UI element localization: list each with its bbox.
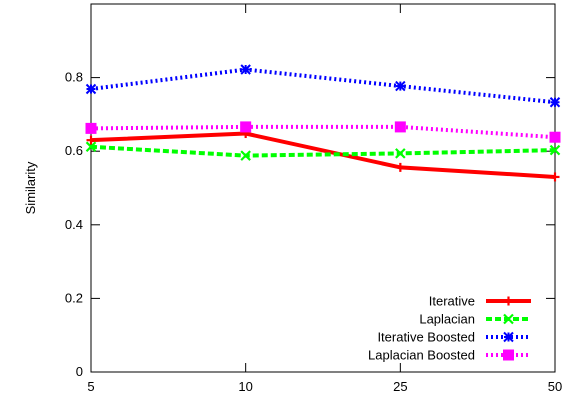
legend-marker xyxy=(503,313,514,325)
data-point xyxy=(549,144,561,156)
y-tick-label: 0.8 xyxy=(65,70,83,85)
legend-label: Laplacian xyxy=(419,312,475,327)
legend-label: Laplacian Boosted xyxy=(368,348,475,363)
data-point xyxy=(85,141,97,153)
series-iterative xyxy=(86,129,560,182)
y-tick-label: 0 xyxy=(76,364,83,379)
x-tick-label: 25 xyxy=(393,379,407,394)
data-point xyxy=(395,148,406,159)
series-iterative-boosted xyxy=(85,64,561,108)
y-axis-title: Similarity xyxy=(23,161,38,214)
legend-label: Iterative xyxy=(429,294,475,309)
y-tick-label: 0.4 xyxy=(65,217,83,232)
data-point xyxy=(85,83,97,95)
data-point xyxy=(549,97,561,108)
legend-entry: Laplacian xyxy=(419,312,531,327)
legend: Iterative Laplacian Iterative Boosted Lapla… xyxy=(368,294,531,363)
data-point xyxy=(395,80,406,92)
legend-entry: Laplacian Boosted xyxy=(368,348,531,363)
series-laplacian xyxy=(85,141,561,161)
legend-marker xyxy=(504,296,513,306)
data-point xyxy=(240,150,251,161)
data-point xyxy=(86,135,96,145)
data-point xyxy=(550,172,560,182)
data-point xyxy=(240,121,252,133)
series-line xyxy=(90,124,556,140)
y-tick-label: 0.6 xyxy=(65,143,83,158)
series-line xyxy=(90,131,556,179)
series-line xyxy=(90,144,556,158)
legend-label: Iterative Boosted xyxy=(377,330,475,345)
y-tick-label: 0.2 xyxy=(65,290,83,305)
legend-entry: Iterative xyxy=(429,294,531,309)
series-group xyxy=(85,64,561,182)
legend-marker xyxy=(503,331,514,343)
series-laplacian-boosted xyxy=(85,121,561,143)
legend-entry: Iterative Boosted xyxy=(377,330,531,345)
data-point xyxy=(549,131,561,143)
legend-marker xyxy=(503,349,514,361)
data-point xyxy=(240,64,251,75)
axis-ticks xyxy=(90,4,556,373)
plot-frame xyxy=(90,3,556,373)
series-line xyxy=(90,67,556,105)
x-tick-label: 10 xyxy=(238,379,252,394)
data-point xyxy=(394,121,406,133)
x-tick-label: 50 xyxy=(548,379,562,394)
tick-labels: 0 0.2 0.4 0.6 0.8 5 10 25 50 xyxy=(65,70,562,394)
data-point xyxy=(85,122,97,134)
data-point xyxy=(395,162,405,172)
x-tick-label: 5 xyxy=(87,379,94,394)
